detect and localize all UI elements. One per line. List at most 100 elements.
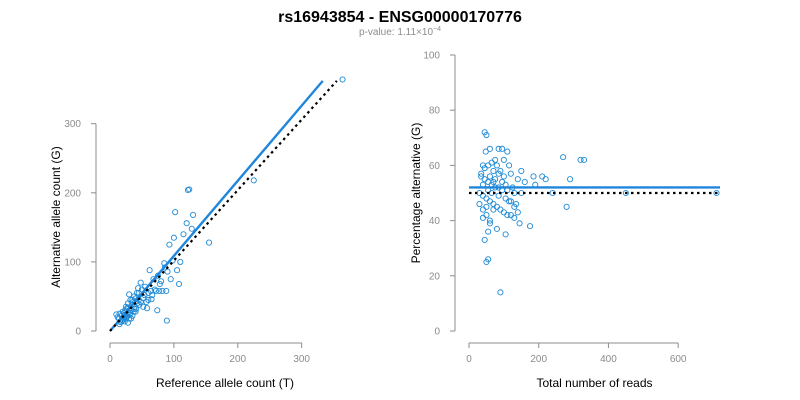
data-point — [516, 220, 523, 227]
data-point — [493, 225, 500, 232]
data-point — [486, 173, 493, 180]
data-point — [172, 209, 179, 216]
x-tick-label: 600 — [670, 354, 687, 365]
data-point — [493, 162, 500, 169]
data-point — [146, 267, 153, 274]
data-point — [495, 145, 502, 152]
x-axis-label: Reference allele count (T) — [156, 376, 294, 390]
data-point — [140, 303, 147, 310]
data-point — [479, 206, 486, 213]
x-tick-label: 200 — [229, 354, 246, 365]
data-point — [137, 279, 144, 286]
x-tick-label: 200 — [530, 354, 547, 365]
data-point — [502, 231, 509, 238]
data-point — [504, 212, 511, 219]
data-point — [485, 228, 492, 235]
x-tick-label: 0 — [466, 354, 472, 365]
data-point — [478, 170, 485, 177]
data-point — [481, 176, 488, 183]
y-tick-label: 80 — [429, 106, 441, 117]
y-tick-label: 300 — [64, 119, 81, 130]
y-tick-label: 60 — [429, 161, 441, 172]
data-point — [493, 203, 500, 210]
right-scatter-panel: 0 200 400 600 0 20 40 60 80 100 Total number of re… — [409, 51, 720, 390]
data-point — [250, 177, 257, 184]
x-tick-label: 0 — [107, 354, 113, 365]
data-point — [490, 167, 497, 174]
data-point — [518, 167, 525, 174]
data-point — [506, 198, 513, 205]
data-point — [497, 289, 504, 296]
x-axis-label: Total number of reads — [536, 376, 652, 390]
data-point — [156, 280, 163, 288]
data-point — [539, 173, 546, 180]
subtitle-prefix: p-value: 1.11×10 — [359, 27, 433, 38]
x-tick-label: 300 — [293, 354, 310, 365]
data-point — [530, 173, 537, 180]
data-point — [133, 305, 140, 312]
data-point — [479, 214, 486, 221]
data-point — [514, 209, 521, 216]
data-point — [128, 315, 135, 322]
data-point — [514, 176, 521, 183]
data-point — [497, 206, 504, 213]
data-point — [152, 287, 160, 294]
data-point — [476, 200, 483, 208]
left-scatter-panel: 0 100 200 300 0 100 200 300 Reference allele cou… — [49, 76, 346, 390]
y-tick-label: 20 — [429, 271, 441, 282]
y-tick-label: 100 — [64, 257, 81, 268]
data-point — [163, 317, 170, 324]
data-point — [488, 159, 495, 166]
x-tick-label: 400 — [600, 354, 617, 365]
data-point — [485, 178, 492, 186]
data-point — [580, 156, 588, 163]
data-point — [482, 148, 489, 155]
figure-title: rs16943854 - ENSG00000170776 — [278, 9, 522, 26]
expected-line — [109, 80, 338, 332]
data-point — [563, 203, 570, 210]
data-point — [483, 212, 490, 219]
data-point — [188, 225, 195, 232]
data-point — [526, 223, 534, 230]
data-point — [124, 319, 131, 326]
data-point — [567, 176, 574, 183]
data-point — [483, 131, 490, 139]
y-tick-label: 100 — [423, 51, 440, 62]
data-point — [170, 234, 177, 241]
data-point — [183, 220, 190, 227]
data-point — [186, 186, 193, 193]
data-point — [132, 308, 139, 315]
data-point — [156, 287, 163, 294]
data-point — [164, 268, 171, 275]
data-point — [175, 280, 183, 288]
y-tick-label: 0 — [75, 327, 81, 338]
data-point — [499, 145, 506, 152]
data-point — [507, 198, 514, 205]
data-point — [713, 189, 720, 197]
data-point — [158, 278, 165, 285]
subtitle-exponent: −4 — [433, 26, 441, 33]
data-point — [577, 156, 584, 163]
data-point — [143, 298, 150, 306]
data-point — [506, 162, 513, 169]
data-point — [122, 303, 130, 310]
data-point — [137, 298, 144, 306]
data-point — [490, 178, 497, 186]
data-point — [148, 296, 155, 303]
data-point — [144, 305, 151, 312]
data-point — [177, 258, 184, 265]
data-point — [205, 239, 213, 246]
data-point — [502, 195, 509, 202]
data-point — [167, 276, 174, 283]
data-point — [507, 212, 514, 219]
fit-line — [109, 80, 324, 332]
data-point — [190, 211, 197, 218]
data-point — [513, 200, 520, 208]
data-point — [500, 173, 507, 180]
data-point — [149, 292, 156, 299]
data-point — [492, 156, 499, 163]
data-point — [124, 300, 131, 307]
data-point — [486, 220, 493, 227]
data-point — [486, 198, 493, 205]
data-point — [490, 206, 497, 213]
